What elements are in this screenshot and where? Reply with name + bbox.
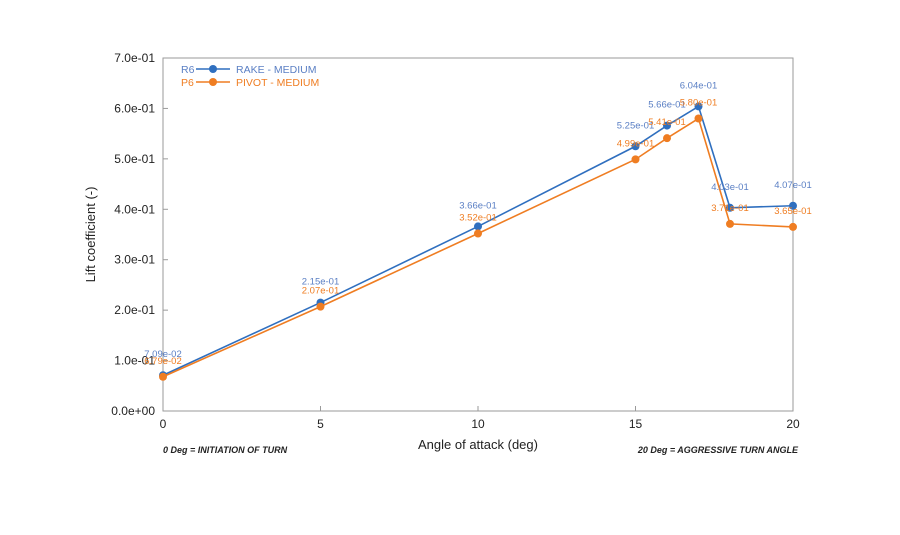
data-label: 5.66e-01 — [648, 100, 686, 111]
data-label: 5.80e-01 — [680, 98, 718, 109]
y-axis-title: Lift coefficient (-) — [83, 187, 98, 283]
data-point — [631, 142, 640, 151]
y-tick-label: 2.0e-01 — [114, 303, 155, 317]
data-point — [694, 114, 703, 123]
y-tick-label: 1.0e-01 — [114, 354, 155, 368]
note-right: 20 Deg = AGGRESSIVE TURN ANGLE — [637, 445, 799, 455]
x-tick-label: 0 — [160, 417, 167, 431]
data-point — [663, 134, 671, 143]
data-label: 3.71e-01 — [711, 203, 749, 214]
data-label: 3.65e-01 — [774, 206, 812, 217]
x-axis-title: Angle of attack (deg) — [418, 437, 538, 452]
data-point — [663, 121, 671, 130]
data-point — [789, 222, 797, 231]
data-label: 7.09e-02 — [144, 349, 182, 360]
x-tick-label: 20 — [786, 417, 800, 431]
y-tick-label: 5.0e-01 — [114, 152, 155, 166]
data-label: 5.25e-01 — [617, 120, 655, 131]
data-point — [474, 229, 482, 238]
legend-swatch-marker — [209, 78, 217, 86]
legend-entry: PIVOT - MEDIUM — [236, 77, 319, 89]
legend-swatch-marker — [209, 65, 217, 73]
series-line-pivot — [162, 117, 794, 378]
legend-code: P6 — [181, 77, 194, 89]
data-label: 5.41e-01 — [648, 117, 686, 128]
data-point — [789, 201, 797, 210]
data-label: 6.04e-01 — [680, 80, 718, 91]
legend-entry: RAKE - MEDIUM — [236, 64, 317, 76]
data-point — [726, 219, 734, 228]
y-tick-label: 6.0e-01 — [114, 101, 155, 115]
data-point — [159, 372, 167, 381]
y-tick-label: 4.0e-01 — [114, 202, 155, 216]
y-tick-label: 7.0e-01 — [114, 51, 155, 65]
series-line-rake — [162, 105, 794, 376]
data-label: 4.99e-01 — [617, 138, 655, 149]
y-tick-label: 3.0e-01 — [114, 253, 155, 267]
x-tick-label: 10 — [471, 417, 485, 431]
data-label: 2.07e-01 — [302, 286, 340, 297]
note-left: 0 Deg = INITIATION OF TURN — [163, 445, 288, 455]
data-point — [316, 302, 325, 311]
data-point — [726, 203, 734, 212]
data-label: 3.52e-01 — [459, 212, 497, 223]
y-tick-label: 0.0e+00 — [111, 404, 155, 418]
data-label: 6.79e-02 — [144, 356, 182, 367]
data-label: 4.07e-01 — [774, 180, 812, 191]
data-point — [474, 222, 482, 231]
data-label: 4.03e-01 — [711, 182, 749, 193]
data-point — [694, 102, 703, 111]
x-tick-label: 15 — [629, 417, 643, 431]
x-tick-label: 5 — [317, 417, 324, 431]
data-label: 2.15e-01 — [302, 277, 340, 288]
data-label: 3.66e-01 — [459, 200, 497, 211]
legend-code: R6 — [181, 64, 195, 76]
data-point — [631, 155, 640, 164]
